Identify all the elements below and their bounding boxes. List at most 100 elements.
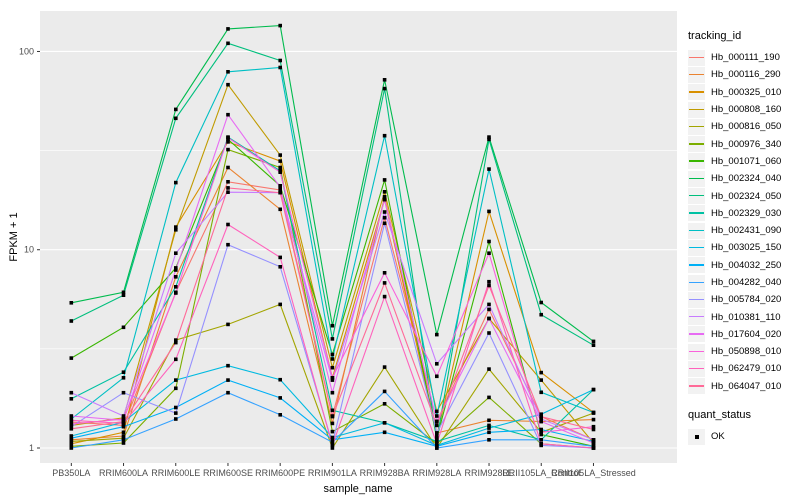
data-point xyxy=(487,279,491,284)
data-point xyxy=(278,65,282,70)
legend: tracking_id Hb_000111_190 Hb_000116_290 Hb… xyxy=(688,30,800,445)
legend-item-label: Hb_005784_020 xyxy=(711,294,782,306)
data-point xyxy=(121,414,126,418)
legend-item: Hb_000816_050 xyxy=(688,118,800,135)
data-point xyxy=(278,190,282,195)
data-point xyxy=(435,446,439,450)
x-axis-title: sample_name xyxy=(323,483,393,495)
data-point xyxy=(174,251,178,255)
data-point xyxy=(278,170,282,174)
data-point xyxy=(539,312,543,317)
data-point xyxy=(382,281,387,285)
legend-key xyxy=(688,49,705,66)
data-point xyxy=(382,365,387,369)
legend-line-icon xyxy=(689,177,704,180)
legend-item: Hb_000976_340 xyxy=(688,135,800,153)
data-point xyxy=(121,441,126,445)
data-point xyxy=(330,378,335,382)
data-point xyxy=(435,434,439,438)
data-point xyxy=(278,153,282,157)
data-point xyxy=(487,426,491,430)
data-point xyxy=(226,27,230,31)
legend-line-icon xyxy=(689,73,704,76)
data-point xyxy=(435,419,439,424)
legend-item-label: Hb_064047_010 xyxy=(711,380,782,392)
data-point xyxy=(487,367,491,371)
data-point xyxy=(226,190,230,194)
data-point xyxy=(382,421,387,425)
data-point xyxy=(69,424,74,429)
data-point xyxy=(382,430,387,435)
data-point xyxy=(382,389,387,394)
data-point xyxy=(382,195,387,199)
data-point xyxy=(174,417,178,421)
legend-item: Hb_002329_030 xyxy=(688,205,800,222)
data-point xyxy=(226,222,230,227)
data-point xyxy=(487,137,491,142)
x-tick-label: RRIM928LE xyxy=(465,468,514,478)
data-point xyxy=(278,255,282,260)
legend-line-icon xyxy=(689,281,704,283)
data-point xyxy=(174,411,178,415)
data-point xyxy=(382,271,387,275)
data-point xyxy=(69,414,74,418)
data-point xyxy=(278,413,282,417)
data-point xyxy=(69,397,74,401)
legend-item: Hb_062479_010 xyxy=(688,360,800,377)
data-point xyxy=(226,322,230,327)
legend-item: Hb_004032_250 xyxy=(688,257,800,274)
data-point xyxy=(226,242,230,247)
x-tick-label: RRIM600LA xyxy=(99,468,148,478)
data-point xyxy=(226,165,230,170)
data-point xyxy=(226,112,230,117)
legend-item: Hb_010381_110 xyxy=(688,308,800,326)
y-tick-label: 100 xyxy=(19,46,34,56)
data-point xyxy=(226,390,230,395)
legend-item-label: Hb_004032_250 xyxy=(711,259,782,271)
data-point xyxy=(382,221,387,226)
data-point xyxy=(174,338,178,342)
legend-line-icon xyxy=(689,108,704,110)
legend-key xyxy=(688,136,705,153)
legend-item-label: Hb_002329_030 xyxy=(711,207,782,219)
data-point xyxy=(382,78,387,82)
legend-item: Hb_000808_160 xyxy=(688,101,800,118)
legend-line-icon xyxy=(689,246,704,249)
data-point xyxy=(121,325,126,330)
data-point xyxy=(382,210,387,214)
legend-key xyxy=(688,343,705,360)
data-point xyxy=(539,414,543,419)
data-point xyxy=(539,419,543,424)
x-tick-label: PB350LA xyxy=(52,468,90,478)
data-point xyxy=(591,339,596,344)
data-point xyxy=(278,185,282,189)
legend-item-label: Hb_000111_190 xyxy=(711,52,780,64)
data-point xyxy=(69,390,74,395)
data-point xyxy=(121,424,126,429)
data-point xyxy=(330,337,335,341)
legend-item: Hb_002324_040 xyxy=(688,170,800,187)
data-point xyxy=(121,290,126,295)
data-point xyxy=(278,159,282,163)
data-point xyxy=(278,165,282,170)
point-square-icon xyxy=(694,434,699,439)
data-point xyxy=(121,421,126,426)
data-point xyxy=(487,418,491,423)
data-point xyxy=(591,417,596,422)
data-point xyxy=(330,414,335,419)
legend-items-tracking-id: Hb_000111_190 Hb_000116_290 Hb_000325_010 H… xyxy=(688,49,800,395)
data-point xyxy=(278,302,282,307)
data-point xyxy=(226,136,230,140)
legend-item: Hb_003025_150 xyxy=(688,239,800,256)
legend-item-label: Hb_001071_060 xyxy=(711,155,782,167)
data-point xyxy=(121,434,126,438)
legend-key xyxy=(688,274,705,291)
data-point xyxy=(591,427,596,432)
data-point xyxy=(69,319,74,323)
legend-key xyxy=(688,84,705,101)
legend-key xyxy=(688,309,705,326)
data-point xyxy=(174,405,178,410)
data-point xyxy=(330,438,335,442)
data-point xyxy=(69,446,74,450)
legend-item-label: Hb_002324_050 xyxy=(711,190,782,202)
